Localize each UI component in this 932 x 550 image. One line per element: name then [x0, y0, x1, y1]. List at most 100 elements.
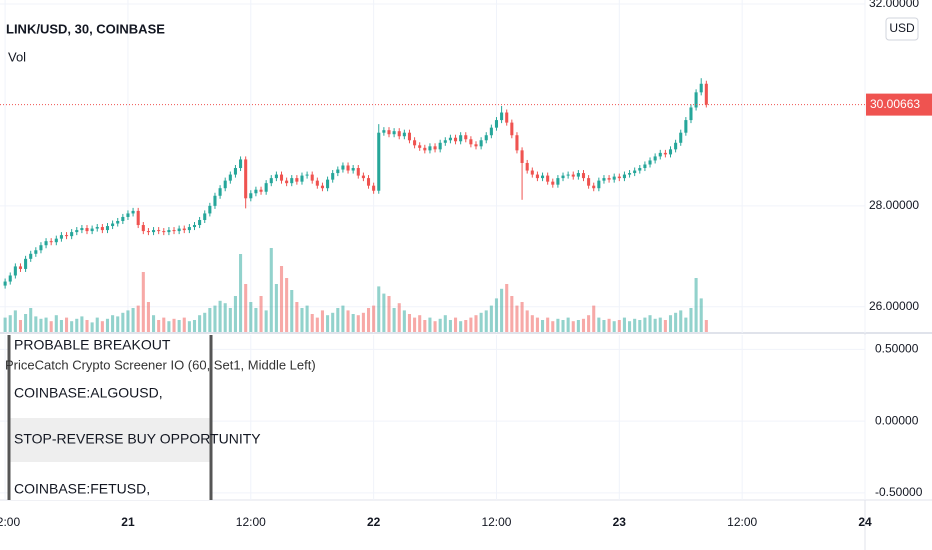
- candle-body: [372, 185, 376, 191]
- volume-bar: [397, 303, 401, 332]
- candle-body: [448, 137, 452, 141]
- candle-body: [152, 230, 156, 233]
- candle-body: [674, 142, 678, 150]
- volume-bar: [372, 305, 376, 332]
- volume-bar: [264, 310, 268, 332]
- candle-body: [663, 152, 667, 155]
- volume-bar: [279, 266, 284, 332]
- candle-body: [157, 230, 161, 232]
- table-cell: COINBASE:ALGOUSD,: [14, 385, 163, 401]
- candle-body: [346, 165, 350, 171]
- candle-body: [126, 213, 130, 217]
- candle-body: [218, 188, 222, 196]
- volume-bar: [474, 315, 478, 332]
- candle-body: [116, 220, 120, 224]
- volume-bar: [617, 320, 621, 332]
- table-row-highlight: [10, 418, 210, 462]
- candle-body: [141, 225, 145, 232]
- table-cell: PROBABLE BREAKOUT: [14, 337, 171, 353]
- y-tick-label: 0.50000: [875, 342, 919, 356]
- volume-bar: [638, 320, 642, 332]
- candle-body: [500, 112, 504, 121]
- candle-body: [167, 230, 171, 233]
- candle-body: [699, 83, 703, 93]
- candle-body: [413, 140, 417, 146]
- candle-body: [653, 156, 657, 161]
- volume-bar: [213, 305, 217, 332]
- candle-body: [131, 210, 135, 214]
- volume-bar: [131, 308, 135, 332]
- candle-body: [494, 120, 499, 128]
- candle-body: [407, 132, 412, 141]
- table-bg: [8, 335, 212, 500]
- volume-bar: [95, 317, 99, 332]
- candle-body: [361, 175, 365, 179]
- candle-body: [29, 253, 33, 259]
- candle-body: [351, 168, 355, 171]
- candle-body: [459, 135, 463, 142]
- volume-bar: [546, 317, 550, 332]
- volume-bar: [366, 308, 371, 332]
- volume-bar: [192, 320, 197, 332]
- candle-body: [44, 241, 48, 246]
- candle-body: [628, 173, 632, 175]
- volume-bar: [392, 308, 396, 332]
- candle-body: [633, 170, 637, 174]
- volume-bar: [551, 321, 555, 332]
- volume-bar: [218, 300, 222, 332]
- candle-body: [587, 178, 591, 186]
- volume-bar: [18, 320, 23, 332]
- indicator-title: PriceCatch Crypto Screener IO (60, Set1,…: [5, 357, 316, 372]
- candle-body: [146, 231, 150, 233]
- candle-body: [320, 185, 324, 189]
- candle-body: [382, 130, 386, 133]
- volume-bar: [34, 316, 38, 332]
- candle-body: [326, 179, 330, 189]
- indicator-table: PROBABLE BREAKOUT PriceCatch Crypto Scre…: [5, 335, 316, 500]
- candle-body: [198, 219, 202, 226]
- currency-button[interactable]: [885, 17, 919, 41]
- candle-body: [546, 175, 550, 182]
- volume-bar: [674, 312, 678, 332]
- candle-body: [295, 178, 299, 182]
- volume-bar: [361, 312, 365, 332]
- candle-body: [658, 152, 662, 157]
- candle-body: [464, 135, 468, 140]
- volume-bar: [305, 305, 309, 332]
- candle-body: [3, 281, 7, 286]
- volume-bar: [587, 315, 591, 332]
- candle-body: [453, 137, 458, 142]
- candle-body: [684, 120, 688, 133]
- candle-body: [85, 228, 89, 232]
- x-tick-label: 23: [613, 515, 627, 529]
- x-tick-label: 22: [367, 515, 381, 529]
- volume-bar: [80, 316, 84, 332]
- volume-bar: [85, 320, 89, 332]
- candle-body: [418, 145, 422, 148]
- volume-bar: [111, 315, 115, 332]
- candle-body: [530, 170, 534, 175]
- volume-bar: [100, 321, 104, 332]
- candle-body: [377, 132, 381, 191]
- volume-bar: [310, 314, 314, 332]
- volume-bar: [341, 305, 345, 332]
- currency-label[interactable]: USD: [889, 21, 915, 35]
- volume-bar: [515, 305, 519, 332]
- volume-bar: [643, 317, 647, 332]
- candle-body: [274, 174, 278, 179]
- volume-bar: [663, 320, 667, 332]
- volume-bar: [443, 315, 447, 332]
- candle-body: [402, 132, 406, 137]
- candle-body: [239, 159, 243, 169]
- volume-bar: [633, 318, 637, 332]
- volume-bar: [510, 296, 514, 332]
- x-tick-label: 12:00: [0, 515, 20, 529]
- candle-body: [290, 178, 294, 184]
- volume-bar: [121, 312, 125, 332]
- volume-bar: [90, 322, 94, 332]
- volume-bar: [162, 317, 166, 332]
- candle-body: [704, 83, 708, 105]
- candle-body: [638, 168, 642, 171]
- volume-bar: [356, 315, 360, 332]
- volume-bar: [249, 302, 253, 332]
